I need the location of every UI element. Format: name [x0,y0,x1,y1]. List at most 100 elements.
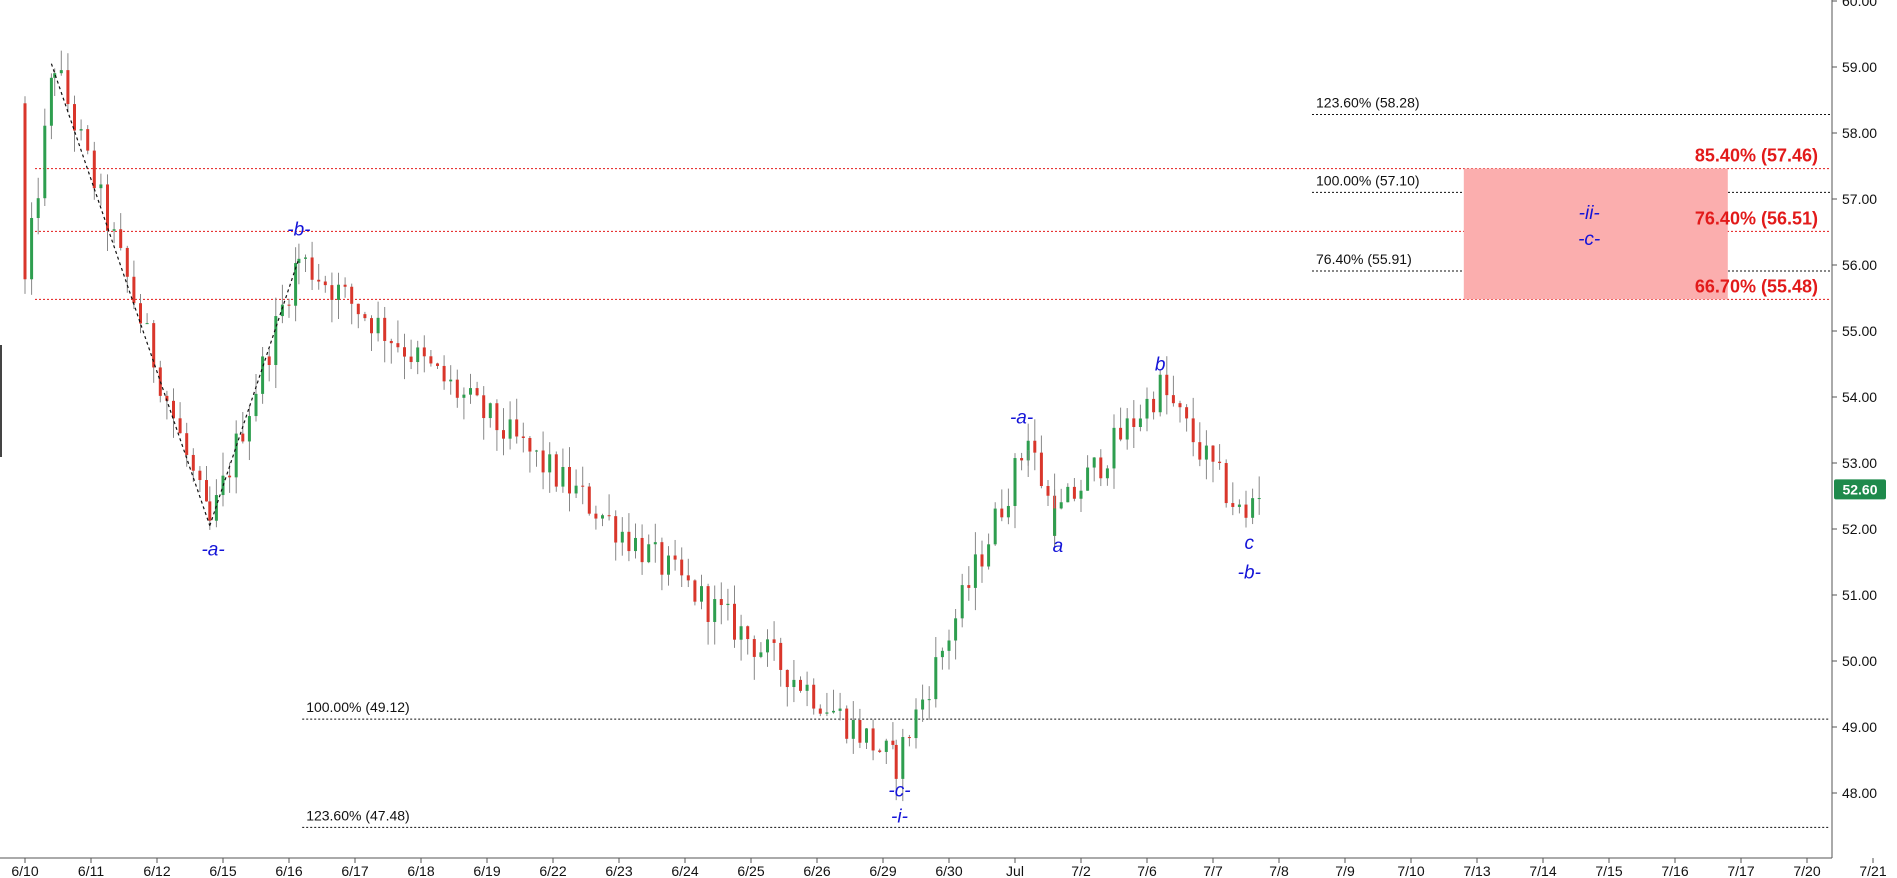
candle-body [66,70,70,105]
candle-body [980,554,984,567]
candle-body [891,740,895,745]
candle-body [469,388,472,395]
candle-body [884,740,888,752]
wave-label: -b- [287,219,310,240]
candle-body [79,129,83,131]
candle-body [779,642,783,670]
candle-body [825,712,829,714]
candle-body [1066,486,1070,503]
y-tick-label: 53.00 [1842,455,1877,471]
x-tick-label: 6/30 [935,863,962,878]
candle-body [521,436,525,438]
candle-body [280,304,284,317]
candle-body [921,699,925,710]
x-tick-label: 7/20 [1793,863,1820,878]
candle-body [409,356,413,363]
candle-body [396,343,400,348]
candle-body [954,618,958,641]
candle-body [901,737,905,779]
candle-body [132,276,136,304]
candle-body [594,513,598,519]
candle-body [205,480,208,502]
candle-body [1218,461,1222,464]
y-tick-label: 58.00 [1842,125,1877,141]
candle-body [267,356,271,366]
candle-body [858,720,862,743]
candle-body [947,640,951,651]
candle-body [752,639,756,657]
last-price-tag-box [1834,479,1886,500]
candle-body [812,684,816,709]
x-tick-label: 7/21 [1859,863,1886,878]
candle-body [1039,452,1043,487]
candle-body [1152,398,1156,413]
candle-body [759,652,763,657]
y-tick-label: 52.00 [1842,521,1877,537]
candle-body [851,720,855,739]
candle-body [304,257,307,259]
candle-body [660,542,664,575]
candle-body [254,393,258,417]
candle-body [1013,458,1017,506]
candle-body [927,699,931,701]
candle-body [871,728,875,751]
x-tick-label: 7/16 [1661,863,1688,878]
candle-body [726,603,730,606]
candle-body [713,599,717,622]
candle-body [680,559,684,576]
candle-body [234,433,238,478]
candle-body [1158,374,1162,413]
candle-body [416,347,420,363]
candle-body [1191,418,1195,443]
x-tick-label: 7/7 [1203,863,1223,878]
candle-body [172,400,175,419]
x-tick-label: 7/14 [1529,863,1556,878]
candle-body [1185,407,1189,419]
fib-label-red: 66.70% (55.48) [1695,276,1818,296]
candle-body [241,433,245,442]
candle-body [287,304,291,306]
candle-body [1231,503,1235,507]
candle-body [43,125,47,199]
candle-body [145,323,149,325]
candle-body [370,318,373,334]
candle-body [119,229,123,248]
candle-body [403,347,406,357]
x-tick-label: 7/10 [1397,863,1424,878]
candle-body [363,314,367,319]
candle-body [475,388,479,396]
fib-label-black: 100.00% (49.12) [306,699,410,715]
candle-body [838,708,842,711]
candle-body [914,709,918,739]
x-tick-label: 7/8 [1269,863,1289,878]
x-axis: 6/10 6/11 6/12 6/15 6/16 6/17 6/18 6/19 6/22 6/23… [11,858,1887,878]
candle-body [1072,486,1076,499]
candle-body [317,279,321,282]
last-price-tag: 52.60 [1834,479,1886,500]
candle-body [442,365,446,382]
candle-body [1145,398,1149,419]
candle-body [528,437,532,452]
target-zone [1463,168,1728,300]
candle-body [878,750,882,752]
candle-body [607,515,611,517]
candle-body [515,419,519,437]
wave-label: -i- [891,807,908,828]
fib-label-black: 100.00% (57.10) [1316,172,1420,188]
y-tick-label: 54.00 [1842,389,1877,405]
candle-body [1086,467,1090,491]
candle-body [389,340,393,344]
annotations: 85.40% (57.46) 76.40% (56.51) 66.70% (55.4… [201,95,1818,828]
candle-body [53,73,57,78]
y-tick-label: 59.00 [1842,59,1877,75]
wave-label: -a- [201,539,224,560]
target-zone-layer [1463,168,1728,300]
x-tick-label: 6/29 [869,863,896,878]
fib-label-red: 76.40% (56.51) [1695,208,1818,228]
y-tick-label: 51.00 [1842,587,1877,603]
candle-body [634,537,637,552]
candle-body [1251,498,1255,518]
zigzag-segment [209,258,300,526]
wave-label: c [1245,533,1255,554]
